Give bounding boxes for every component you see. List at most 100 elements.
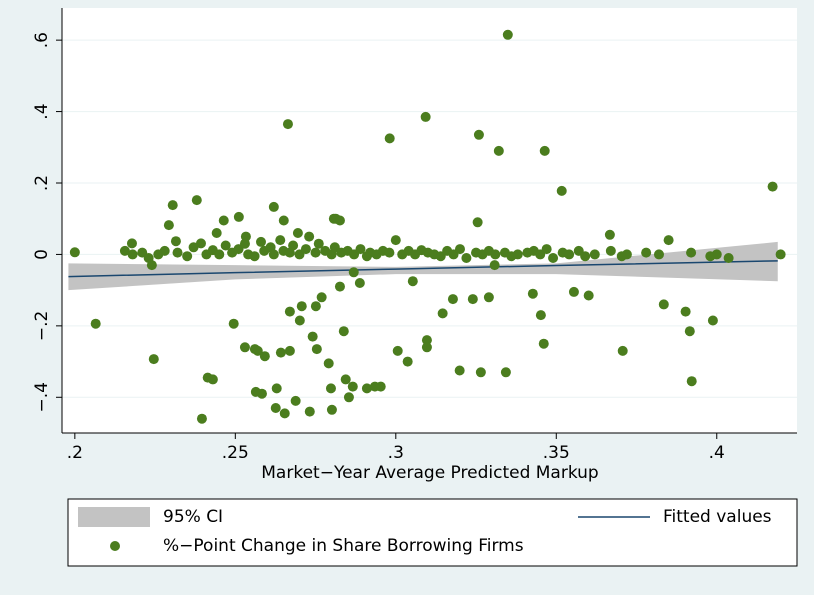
- scatter-point: [259, 351, 270, 362]
- scatter-point: [304, 406, 315, 417]
- scatter-point: [340, 374, 351, 385]
- scatter-point: [167, 200, 178, 211]
- scatter-point: [90, 318, 101, 329]
- scatter-point: [159, 245, 170, 256]
- scatter-point: [402, 356, 413, 367]
- scatter-point: [255, 236, 266, 247]
- scatter-point: [483, 292, 494, 303]
- scatter-point: [275, 235, 286, 246]
- scatter-point: [311, 344, 322, 355]
- scatter-point: [617, 345, 628, 356]
- scatter-point: [146, 260, 157, 271]
- scatter-point: [207, 374, 218, 385]
- legend-label: %−Point Change in Share Borrowing Firms: [163, 536, 524, 556]
- scatter-point: [502, 29, 513, 40]
- x-tick-label: .2: [67, 443, 83, 463]
- scatter-point: [191, 195, 202, 206]
- scatter-point: [316, 292, 327, 303]
- scatter-point: [527, 288, 538, 299]
- scatter-point: [294, 315, 305, 326]
- scatter-point: [211, 228, 222, 238]
- scatter-point: [290, 395, 301, 406]
- scatter-point: [421, 335, 432, 346]
- scatter-point: [680, 306, 691, 317]
- x-tick-label: .25: [222, 443, 249, 463]
- scatter-point: [467, 294, 478, 305]
- scatter-point: [220, 240, 231, 251]
- scatter-point: [472, 217, 483, 228]
- scatter-point: [541, 244, 552, 255]
- scatter-point: [384, 247, 395, 258]
- scatter-point: [641, 247, 652, 258]
- scatter-point: [658, 299, 669, 310]
- scatter-point: [170, 236, 181, 247]
- scatter-point: [326, 404, 337, 415]
- legend-swatch: [110, 541, 120, 551]
- scatter-point: [196, 413, 207, 424]
- y-tick-label: 0: [32, 249, 52, 260]
- scatter-point: [686, 247, 697, 258]
- scatter-point: [296, 301, 307, 312]
- scatter-point: [663, 235, 674, 246]
- scatter-point: [343, 392, 354, 403]
- scatter-point: [454, 365, 465, 376]
- scatter-point: [338, 326, 349, 337]
- scatter-point: [392, 345, 403, 356]
- scatter-point: [256, 388, 267, 399]
- scatter-point: [461, 253, 472, 263]
- scatter-point: [421, 342, 432, 353]
- scatter-point: [707, 315, 718, 326]
- scatter-point: [310, 301, 321, 312]
- scatter-point: [288, 240, 299, 251]
- scatter-point: [148, 354, 159, 365]
- y-tick-label: −.4: [32, 382, 52, 412]
- scatter-point: [127, 249, 138, 260]
- scatter-point: [407, 276, 418, 287]
- scatter-point: [195, 238, 206, 249]
- scatter-point: [775, 249, 786, 260]
- scatter-point: [475, 367, 486, 378]
- scatter-point: [539, 145, 550, 156]
- scatter-point: [347, 381, 358, 392]
- scatter-point: [249, 251, 260, 262]
- scatter-point: [490, 249, 501, 260]
- scatter-point: [69, 247, 80, 258]
- legend-label: Fitted values: [663, 507, 772, 527]
- scatter-point: [275, 347, 286, 358]
- scatter-point: [282, 119, 293, 130]
- scatter-point: [437, 308, 448, 319]
- scatter-point: [334, 281, 345, 292]
- scatter-point: [300, 244, 311, 255]
- scatter-point: [218, 215, 229, 226]
- scatter-point: [284, 345, 295, 356]
- x-tick-label: .4: [709, 443, 725, 463]
- x-tick-label: .35: [543, 443, 570, 463]
- scatter-point: [767, 181, 778, 192]
- scatter-point: [548, 253, 559, 263]
- scatter-point: [493, 145, 504, 156]
- scatter-point: [239, 342, 250, 353]
- scatter-point: [126, 238, 137, 249]
- fitted-line: [68, 260, 778, 278]
- scatter-point: [292, 228, 303, 238]
- scatter-point: [271, 383, 282, 394]
- scatter-point: [500, 367, 511, 378]
- scatter-point: [214, 249, 225, 260]
- scatter-point: [512, 249, 523, 260]
- scatter-point: [420, 111, 431, 122]
- scatter-point: [268, 249, 279, 260]
- x-tick-label: .3: [388, 443, 404, 463]
- scatter-point: [182, 251, 193, 262]
- scatter-point: [686, 376, 697, 387]
- scatter-point: [604, 229, 615, 240]
- scatter-point: [354, 278, 365, 288]
- scatter-point: [304, 231, 315, 242]
- scatter-point: [568, 286, 579, 297]
- scatter-point: [270, 403, 281, 413]
- scatter-point: [252, 345, 263, 356]
- scatter-point: [473, 129, 484, 140]
- legend-swatch: [78, 507, 150, 527]
- scatter-point: [390, 235, 401, 246]
- scatter-point: [307, 331, 318, 342]
- scatter-point: [163, 220, 174, 231]
